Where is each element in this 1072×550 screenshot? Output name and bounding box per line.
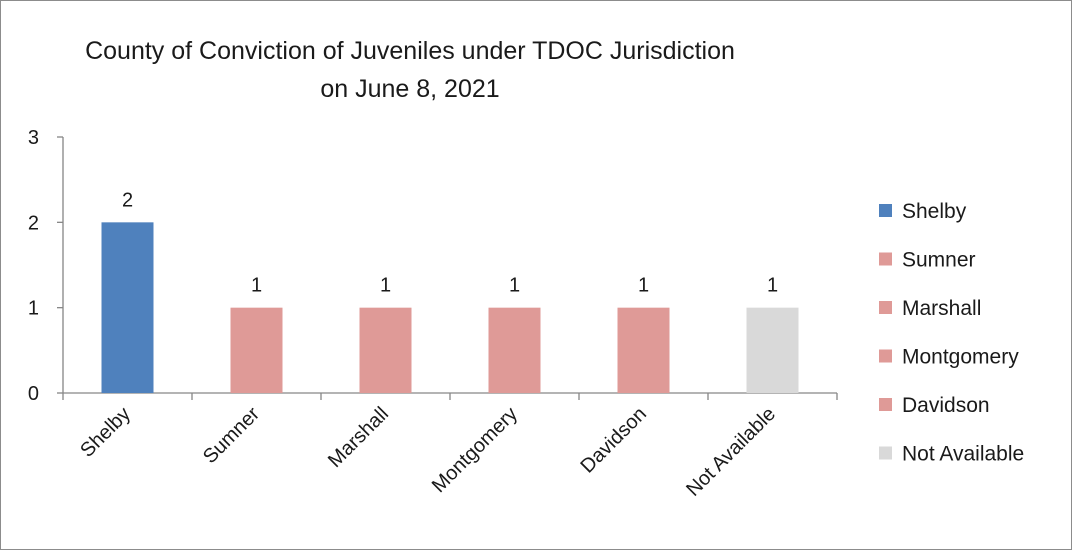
legend-swatch <box>879 398 892 411</box>
bar-not-available <box>746 307 799 393</box>
legend-swatch <box>879 446 892 460</box>
legend-label: Montgomery <box>902 346 1019 369</box>
y-tick-label: 2 <box>28 212 39 234</box>
data-label: 1 <box>380 275 391 297</box>
data-labels: 2 1 1 1 1 1 <box>122 189 778 296</box>
bar-montgomery <box>488 307 541 393</box>
chart-title-line-1: County of Conviction of Juveniles under … <box>85 37 735 65</box>
y-tick-label: 1 <box>28 298 39 320</box>
data-label: 2 <box>122 189 133 211</box>
x-tick-label: Shelby <box>76 403 135 462</box>
bar-shelby <box>101 222 154 393</box>
data-label: 1 <box>251 275 262 297</box>
x-tick-label: Davidson <box>577 403 652 478</box>
chart-title: County of Conviction of Juveniles under … <box>85 37 735 103</box>
data-label: 1 <box>509 275 520 297</box>
bar-sumner <box>230 307 283 393</box>
legend-swatch <box>879 301 892 314</box>
legend-swatch <box>879 252 892 266</box>
data-label: 1 <box>767 275 778 297</box>
x-tick-label: Marshall <box>324 403 393 472</box>
legend-label: Not Available <box>902 443 1024 466</box>
legend-label: Marshall <box>902 297 981 320</box>
y-tick-label: 3 <box>28 127 39 149</box>
bar-marshall <box>359 307 412 393</box>
x-tick-label: Not Available <box>682 403 780 501</box>
legend-swatch <box>879 349 892 363</box>
bar-davidson <box>617 307 670 393</box>
y-tick-label: 0 <box>28 383 39 405</box>
legend-label: Sumner <box>902 249 976 272</box>
x-tick-label: Montgomery <box>428 403 522 497</box>
x-tick-label: Sumner <box>199 403 264 468</box>
legend-swatch <box>879 204 892 217</box>
bars <box>101 222 799 393</box>
legend: Shelby Sumner Marshall Montgomery Davidson No… <box>879 200 1024 466</box>
chart-title-line-2: on June 8, 2021 <box>320 75 499 103</box>
legend-label: Shelby <box>902 200 967 223</box>
legend-label: Davidson <box>902 394 990 417</box>
data-label: 1 <box>638 275 649 297</box>
